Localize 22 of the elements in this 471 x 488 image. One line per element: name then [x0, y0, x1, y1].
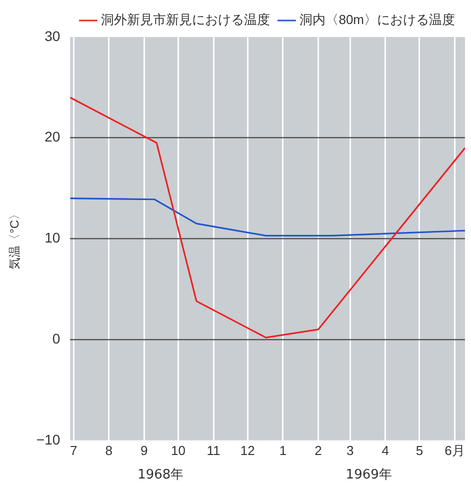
- x-tick-label: 7: [70, 442, 78, 458]
- text: 1969年: [346, 467, 392, 482]
- x-tick-label: 4: [382, 442, 389, 458]
- x-tick-label: 10: [171, 442, 186, 458]
- x-tick-label: 1: [279, 442, 287, 458]
- x-tick-label: 12: [240, 442, 255, 458]
- x-tick-label: 5: [416, 442, 424, 458]
- y-tick-label: 30: [44, 28, 60, 44]
- x-tick-label: 3: [346, 442, 354, 458]
- legend-label: 洞内〈80m〉における温度: [300, 12, 456, 28]
- text: 1968年: [138, 467, 184, 482]
- y-tick-label: 0: [52, 330, 60, 346]
- y-axis-title: 気温〈°C〉: [8, 208, 22, 270]
- y-tick-label: 20: [44, 128, 60, 145]
- x-tick-label: 2: [314, 442, 322, 458]
- x-tick-label: 11: [206, 442, 220, 458]
- legend-label: 洞外新見市新見における温度: [101, 12, 270, 28]
- y-tick-label: 10: [44, 230, 60, 246]
- y-tick-label: −10: [36, 431, 60, 448]
- x-tick-label: 6月: [444, 442, 465, 458]
- x-tick-label: 9: [140, 442, 148, 458]
- x-tick-label: 8: [105, 442, 112, 458]
